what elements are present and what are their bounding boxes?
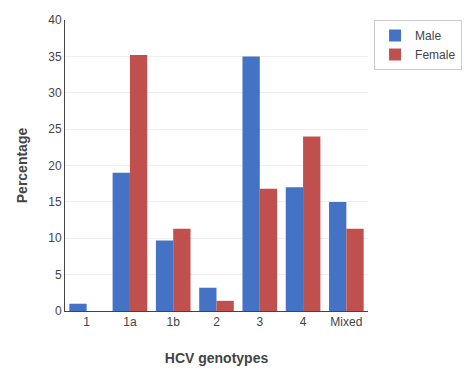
svg-text:5: 5 bbox=[55, 268, 62, 282]
svg-text:15: 15 bbox=[48, 195, 62, 209]
svg-text:40: 40 bbox=[48, 13, 62, 27]
svg-text:30: 30 bbox=[48, 86, 62, 100]
svg-text:10: 10 bbox=[48, 231, 62, 245]
svg-text:Mixed: Mixed bbox=[330, 315, 362, 329]
svg-text:HCV genotypes: HCV genotypes bbox=[165, 350, 269, 366]
svg-text:Female: Female bbox=[415, 48, 455, 62]
svg-text:2: 2 bbox=[213, 315, 220, 329]
svg-text:Male: Male bbox=[415, 29, 441, 43]
svg-text:4: 4 bbox=[300, 315, 307, 329]
svg-text:35: 35 bbox=[48, 50, 62, 64]
svg-text:3: 3 bbox=[256, 315, 263, 329]
svg-text:0: 0 bbox=[55, 304, 62, 318]
svg-text:20: 20 bbox=[48, 159, 62, 173]
svg-text:Percentage: Percentage bbox=[14, 128, 30, 204]
svg-text:1b: 1b bbox=[167, 315, 181, 329]
svg-text:1: 1 bbox=[83, 315, 90, 329]
svg-text:1a: 1a bbox=[123, 315, 137, 329]
svg-text:25: 25 bbox=[48, 122, 62, 136]
